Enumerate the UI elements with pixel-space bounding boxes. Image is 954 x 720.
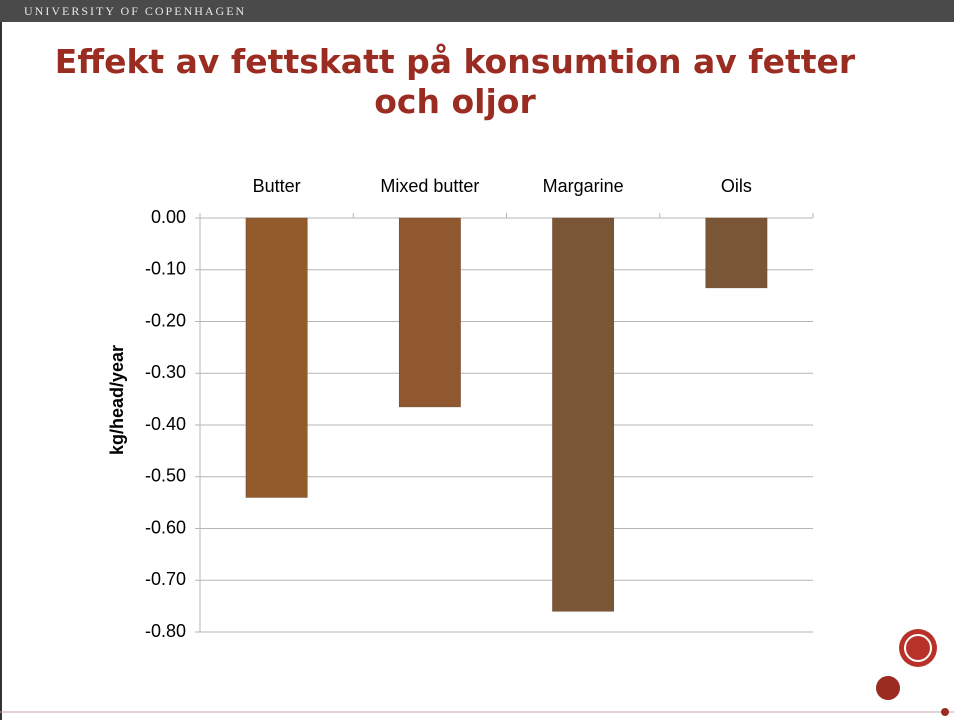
bar <box>552 217 615 612</box>
y-tick-label: 0.00 <box>151 207 186 227</box>
y-tick-label: -0.60 <box>145 517 186 537</box>
x-tick-label: Margarine <box>543 176 624 196</box>
logo-dot <box>876 676 900 700</box>
y-tick-label: -0.10 <box>145 259 186 279</box>
y-axis-label: kg/head/year <box>107 345 127 455</box>
bar <box>398 217 461 408</box>
y-tick-label: -0.20 <box>145 310 186 330</box>
x-tick-label: Mixed butter <box>380 176 479 196</box>
y-tick-label: -0.30 <box>145 362 186 382</box>
chart-title: Effekt av fettskatt på konsumtion av fet… <box>54 42 856 121</box>
y-tick-label: -0.80 <box>145 621 186 641</box>
y-tick-label: -0.40 <box>145 414 186 434</box>
header-bar <box>0 0 954 22</box>
x-tick-label: Oils <box>721 176 752 196</box>
logo-ring <box>904 634 932 662</box>
y-tick-label: -0.70 <box>145 569 186 589</box>
x-tick-label: Butter <box>253 176 301 196</box>
footer-dot <box>941 708 949 716</box>
y-tick-label: -0.50 <box>145 466 186 486</box>
bar <box>245 217 308 498</box>
bar <box>705 217 768 289</box>
institution: UNIVERSITY OF COPENHAGEN <box>24 4 247 18</box>
